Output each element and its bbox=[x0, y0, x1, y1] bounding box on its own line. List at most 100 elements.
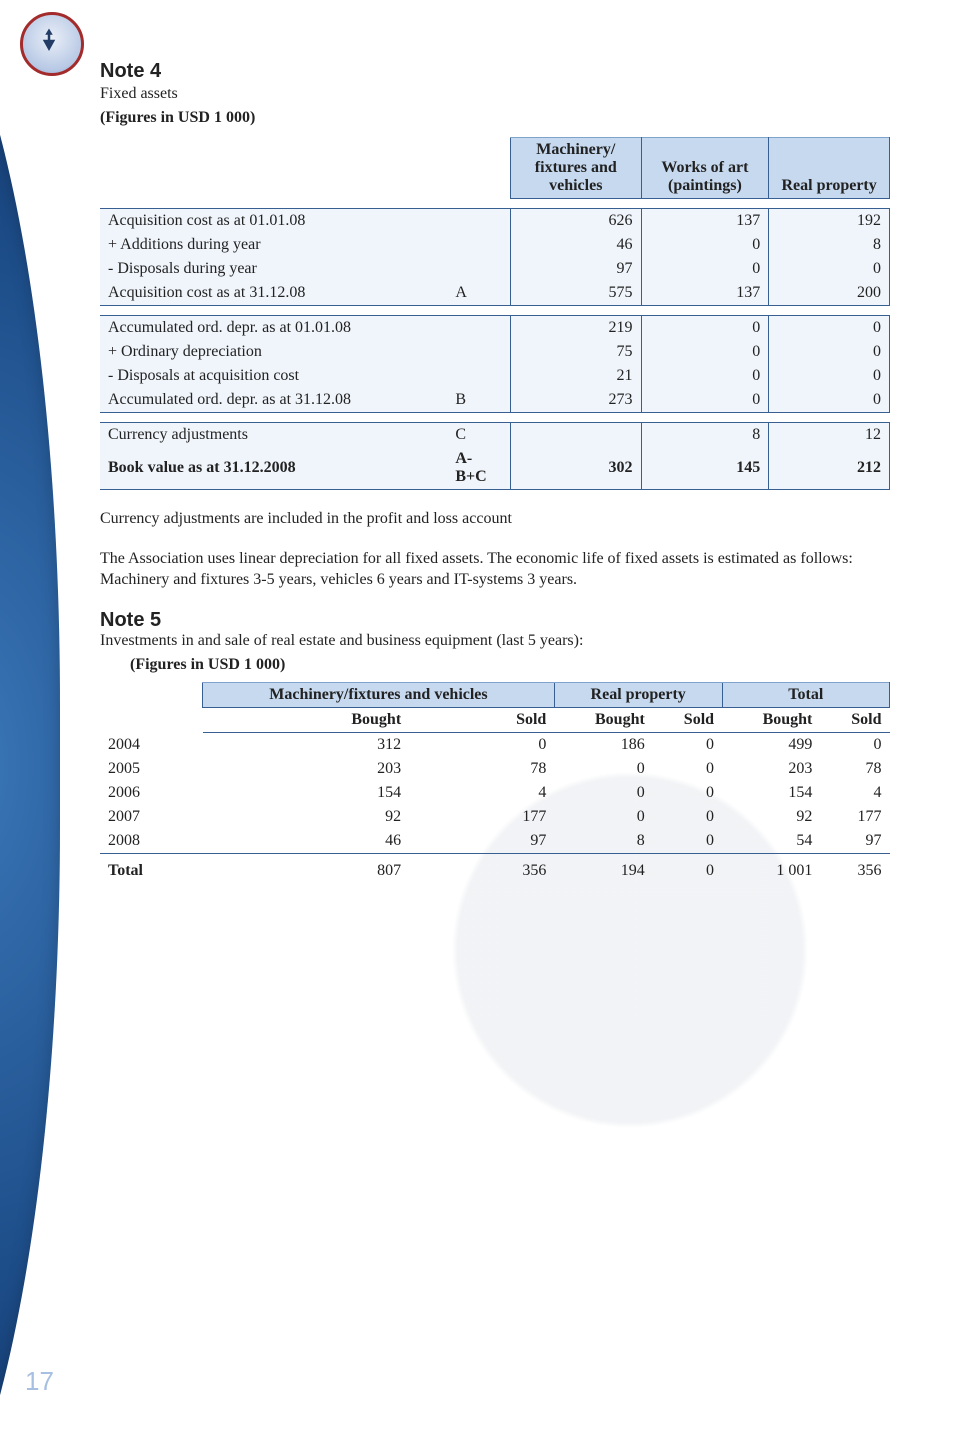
cell: 0 bbox=[769, 364, 890, 388]
cell: 8 bbox=[769, 233, 890, 257]
cell: 0 bbox=[653, 732, 722, 757]
year: 2006 bbox=[100, 781, 203, 805]
cell: 97 bbox=[820, 829, 889, 854]
row-tag bbox=[447, 364, 510, 388]
cell: 0 bbox=[554, 757, 652, 781]
page: Note 4 Fixed assets (Figures in USD 1 00… bbox=[0, 0, 960, 1437]
cell: 0 bbox=[769, 316, 890, 341]
table-row: 20084697805497 bbox=[100, 829, 890, 854]
cell: 203 bbox=[722, 757, 820, 781]
year: 2007 bbox=[100, 805, 203, 829]
t5-total-3: 0 bbox=[653, 853, 722, 883]
page-number: 17 bbox=[25, 1366, 54, 1397]
row-tag bbox=[447, 233, 510, 257]
cell: 97 bbox=[409, 829, 554, 854]
table-row: Book value as at 31.12.2008A-B+C30214521… bbox=[100, 447, 890, 490]
cell: 0 bbox=[554, 781, 652, 805]
cell: 0 bbox=[653, 829, 722, 854]
row-label: Accumulated ord. depr. as at 31.12.08 bbox=[100, 388, 447, 413]
t5-total-4: 1 001 bbox=[722, 853, 820, 883]
row-label: Currency adjustments bbox=[100, 423, 447, 448]
cell: 302 bbox=[511, 447, 641, 490]
t5-body: 2004312018604990200520378002037820061544… bbox=[100, 732, 890, 853]
cell: 0 bbox=[641, 340, 769, 364]
ship-icon bbox=[34, 26, 64, 56]
cell: 0 bbox=[820, 732, 889, 757]
row-tag bbox=[447, 209, 510, 234]
table-row: Currency adjustmentsC812 bbox=[100, 423, 890, 448]
table-row: Accumulated ord. depr. as at 31.12.08B27… bbox=[100, 388, 890, 413]
table-row: 2004312018604990 bbox=[100, 732, 890, 757]
sub-bought-1: Bought bbox=[203, 707, 410, 732]
t4-section2: Accumulated ord. depr. as at 01.01.08 219… bbox=[100, 316, 890, 413]
t5-total-0: 807 bbox=[203, 853, 410, 883]
sub-sold-2: Sold bbox=[653, 707, 722, 732]
grp-mach: Machinery/fixtures and vehicles bbox=[203, 682, 555, 707]
cell: 0 bbox=[769, 388, 890, 413]
cell: 8 bbox=[641, 423, 769, 448]
row-label: Acquisition cost as at 01.01.08 bbox=[100, 209, 447, 234]
cell: 273 bbox=[511, 388, 641, 413]
logo bbox=[20, 12, 78, 70]
table-row: Accumulated ord. depr. as at 01.01.08 219… bbox=[100, 316, 890, 341]
investments-table: Machinery/fixtures and vehicles Real pro… bbox=[100, 682, 890, 883]
blank bbox=[100, 682, 203, 707]
note5-subtitle: Investments in and sale of real estate a… bbox=[100, 632, 583, 649]
table-row: 2005203780020378 bbox=[100, 757, 890, 781]
row-label: - Disposals during year bbox=[100, 257, 447, 281]
cell: 203 bbox=[203, 757, 410, 781]
cell: 0 bbox=[769, 257, 890, 281]
row-tag: C bbox=[447, 423, 510, 448]
table-row: + Additions during year4608 bbox=[100, 233, 890, 257]
sub-sold-3: Sold bbox=[820, 707, 889, 732]
note4-para2: The Association uses linear depreciation… bbox=[100, 548, 890, 591]
t4-section1: Acquisition cost as at 01.01.08626137192… bbox=[100, 209, 890, 306]
cell: 78 bbox=[820, 757, 889, 781]
table-row: + Ordinary depreciation7500 bbox=[100, 340, 890, 364]
cell: 200 bbox=[769, 281, 890, 306]
row-tag bbox=[447, 316, 510, 341]
cell: 177 bbox=[409, 805, 554, 829]
cell: 0 bbox=[554, 805, 652, 829]
t5-total-5: 356 bbox=[820, 853, 889, 883]
cell: 0 bbox=[641, 257, 769, 281]
note5: Note 5 Investments in and sale of real e… bbox=[100, 609, 890, 883]
cell: 92 bbox=[203, 805, 410, 829]
cell: 219 bbox=[511, 316, 641, 341]
note5-title: Note 5 bbox=[100, 609, 161, 631]
note4-caption: (Figures in USD 1 000) bbox=[100, 109, 890, 127]
row-label: Accumulated ord. depr. as at 01.01.08 bbox=[100, 316, 447, 341]
row-label: Acquisition cost as at 31.12.08 bbox=[100, 281, 447, 306]
table-row: Acquisition cost as at 01.01.08626137192 bbox=[100, 209, 890, 234]
cell: 0 bbox=[641, 233, 769, 257]
row-tag bbox=[447, 340, 510, 364]
cell: 21 bbox=[511, 364, 641, 388]
note4-para1: Currency adjustments are included in the… bbox=[100, 508, 890, 530]
cell: 97 bbox=[511, 257, 641, 281]
cell: 0 bbox=[641, 388, 769, 413]
note5-caption: (Figures in USD 1 000) bbox=[130, 656, 890, 674]
row-label: + Additions during year bbox=[100, 233, 447, 257]
t4-section3: Currency adjustmentsC812Book value as at… bbox=[100, 423, 890, 490]
cell: 212 bbox=[769, 447, 890, 490]
row-tag: A-B+C bbox=[447, 447, 510, 490]
cell: 312 bbox=[203, 732, 410, 757]
row-label: + Ordinary depreciation bbox=[100, 340, 447, 364]
note4-subtitle: Fixed assets bbox=[100, 85, 890, 103]
cell: 0 bbox=[653, 805, 722, 829]
cell: 177 bbox=[820, 805, 889, 829]
col-machinery: Machinery/ fixtures and vehicles bbox=[511, 138, 641, 199]
row-tag: A bbox=[447, 281, 510, 306]
content: Note 4 Fixed assets (Figures in USD 1 00… bbox=[100, 60, 890, 883]
cell: 46 bbox=[203, 829, 410, 854]
cell: 54 bbox=[722, 829, 820, 854]
cell: 192 bbox=[769, 209, 890, 234]
row-label: Book value as at 31.12.2008 bbox=[100, 447, 447, 490]
table-row: 20061544001544 bbox=[100, 781, 890, 805]
cell: 0 bbox=[769, 340, 890, 364]
year: 2005 bbox=[100, 757, 203, 781]
t5-total-label: Total bbox=[100, 853, 203, 883]
cell: 186 bbox=[554, 732, 652, 757]
col-real: Real property bbox=[769, 138, 890, 199]
blank-header bbox=[100, 138, 511, 199]
